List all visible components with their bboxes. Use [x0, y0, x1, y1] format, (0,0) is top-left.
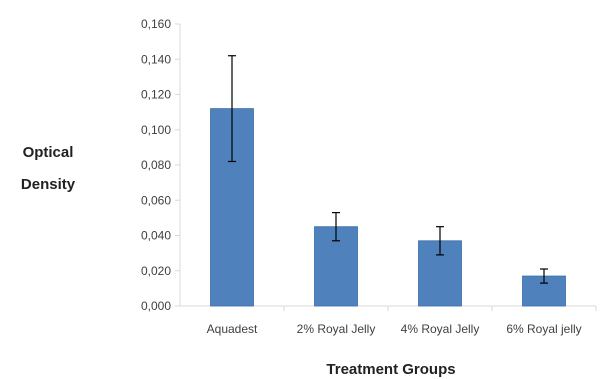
y-tick-label: 0,000 [141, 299, 171, 313]
bars [210, 55, 597, 311]
y-tick-label: 0,160 [141, 17, 171, 31]
y-axis-title-line-1: Optical [23, 144, 74, 161]
y-tick-label: 0,020 [141, 264, 171, 278]
x-category-label: Aquadest [207, 322, 258, 336]
y-axis-title-line-2: Density [21, 176, 76, 193]
y-tick-label: 0,120 [141, 88, 171, 102]
y-tick-label: 0,100 [141, 123, 171, 137]
x-category-label: 4% Royal Jelly [401, 322, 480, 336]
x-axis-title: Treatment Groups [326, 361, 455, 378]
y-axis-ticks: 0,000 0,020 0,040 0,060 0,080 0,100 0,120 0,140… [141, 17, 180, 313]
y-tick-label: 0,060 [141, 193, 171, 207]
y-tick-label: 0,140 [141, 52, 171, 66]
y-tick-label: 0,080 [141, 158, 171, 172]
y-tick-label: 0,040 [141, 229, 171, 243]
x-category-label: 6% Royal jelly [506, 322, 581, 336]
category-labels: Aquadest 2% Royal Jelly 4% Royal Jelly 6% R… [207, 322, 582, 336]
x-category-label: 2% Royal Jelly [297, 322, 376, 336]
